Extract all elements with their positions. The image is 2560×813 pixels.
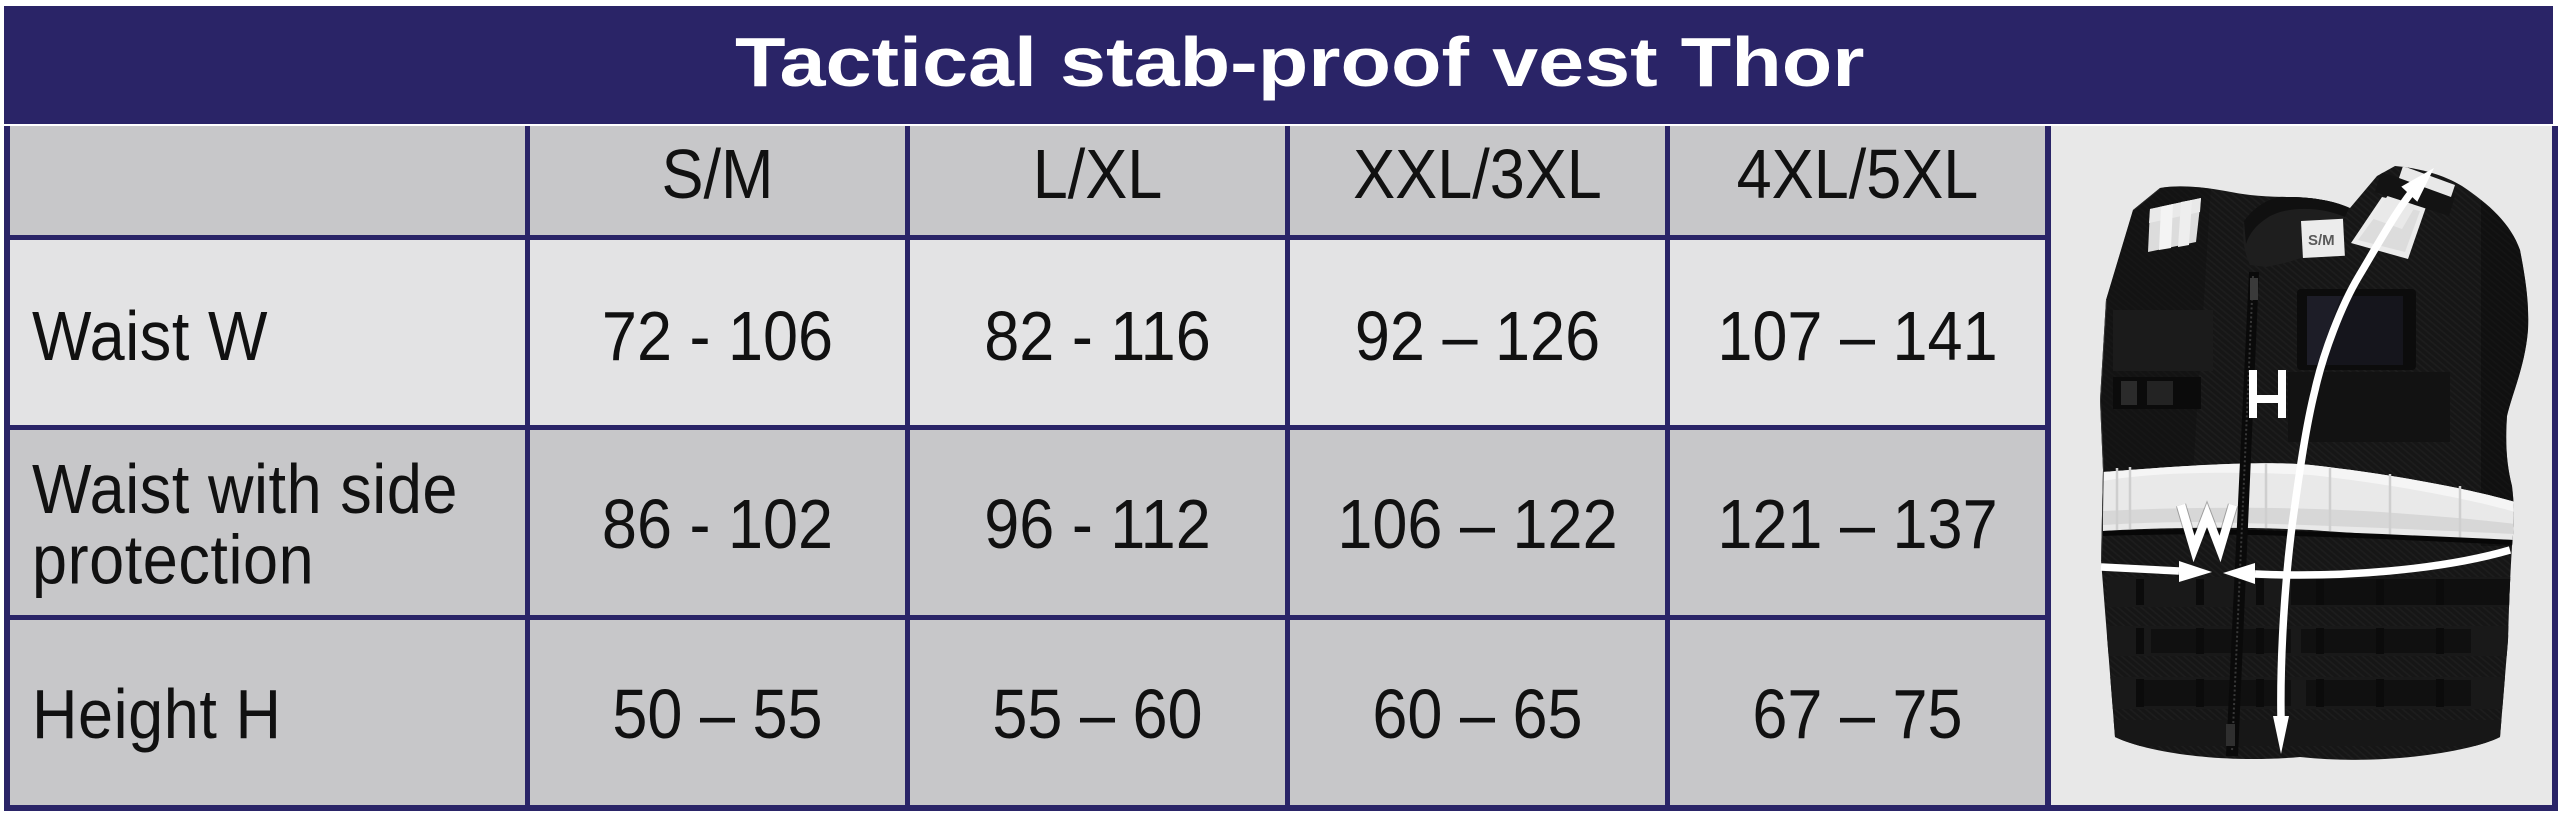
svg-text:S/M: S/M bbox=[2308, 232, 2335, 249]
